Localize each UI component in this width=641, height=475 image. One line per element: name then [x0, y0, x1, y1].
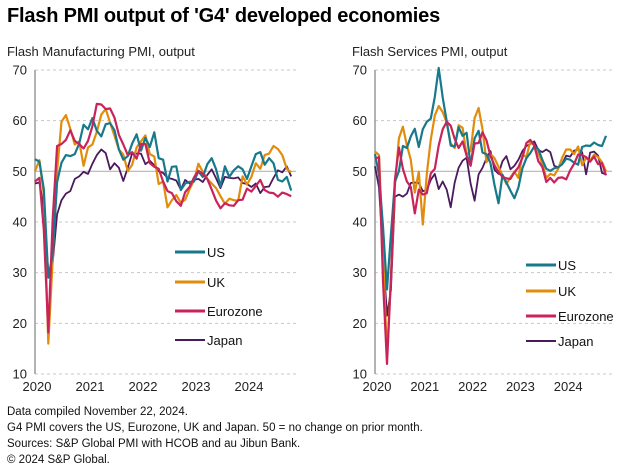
legend-label-japan: Japan: [207, 333, 242, 348]
legend-label-uk: UK: [558, 284, 576, 299]
legend-label-uk: UK: [207, 275, 225, 290]
y-tick-label: 30: [353, 265, 367, 280]
y-tick-label: 20: [13, 316, 27, 331]
series-line-japan: [34, 148, 293, 274]
manufacturing-pmi-chart: 10 20 30 40 50 60 70 2020 2021 2022 2023 2024 US UK Eu…: [13, 63, 296, 394]
chart-title: Flash PMI output of 'G4' developed econo…: [7, 5, 440, 27]
y-tick-label: 50: [13, 164, 27, 179]
x-tick-label: 2021: [410, 379, 439, 394]
footer-copyright: © 2024 S&P Global.: [7, 454, 110, 466]
legend-label-eurozone: Eurozone: [558, 309, 614, 324]
x-tick-label: 2020: [363, 379, 392, 394]
y-tick-label: 60: [13, 113, 27, 128]
series-line-us: [373, 66, 608, 291]
series-line-us: [34, 116, 293, 279]
y-tick-label: 70: [353, 63, 367, 78]
series-line-eurozone: [34, 102, 292, 334]
y-tick-label: 10: [353, 367, 367, 382]
x-tick-label: 2022: [129, 379, 158, 394]
footer-notes: Data compiled November 22, 2024. G4 PMI …: [7, 404, 423, 468]
footer-coverage-note: G4 PMI covers the US, Eurozone, UK and J…: [7, 422, 423, 434]
y-tick-label: 40: [353, 215, 367, 230]
y-tick-label: 30: [13, 265, 27, 280]
y-tick-label: 70: [13, 63, 27, 78]
x-tick-label: 2022: [458, 379, 487, 394]
y-tick-label: 40: [13, 215, 27, 230]
legend-label-us: US: [207, 245, 225, 260]
services-chart-title: Flash Services PMI, output: [352, 44, 508, 59]
legend-label-japan: Japan: [558, 334, 593, 349]
y-tick-label: 20: [353, 316, 367, 331]
services-pmi-chart: 10 20 30 40 50 60 70 2020 2021 2022 2023 2024 US UK Eu…: [353, 63, 614, 395]
legend-label-us: US: [558, 258, 576, 273]
legend-label-eurozone: Eurozone: [207, 304, 263, 319]
y-tick-label: 60: [353, 113, 367, 128]
y-tick-label: 50: [353, 164, 367, 179]
y-tick-label: 10: [13, 367, 27, 382]
x-tick-label: 2023: [182, 379, 211, 394]
x-tick-label: 2023: [506, 379, 535, 394]
manufacturing-chart-title: Flash Manufacturing PMI, output: [7, 44, 195, 59]
x-tick-label: 2024: [554, 379, 583, 394]
series-line-eurozone: [374, 120, 608, 365]
x-tick-label: 2021: [76, 379, 105, 394]
footer-data-compiled: Data compiled November 22, 2024.: [7, 406, 188, 418]
footer-sources: Sources: S&P Global PMI with HCOB and au…: [7, 438, 301, 450]
x-tick-label: 2024: [235, 379, 264, 394]
x-tick-label: 2020: [23, 379, 52, 394]
